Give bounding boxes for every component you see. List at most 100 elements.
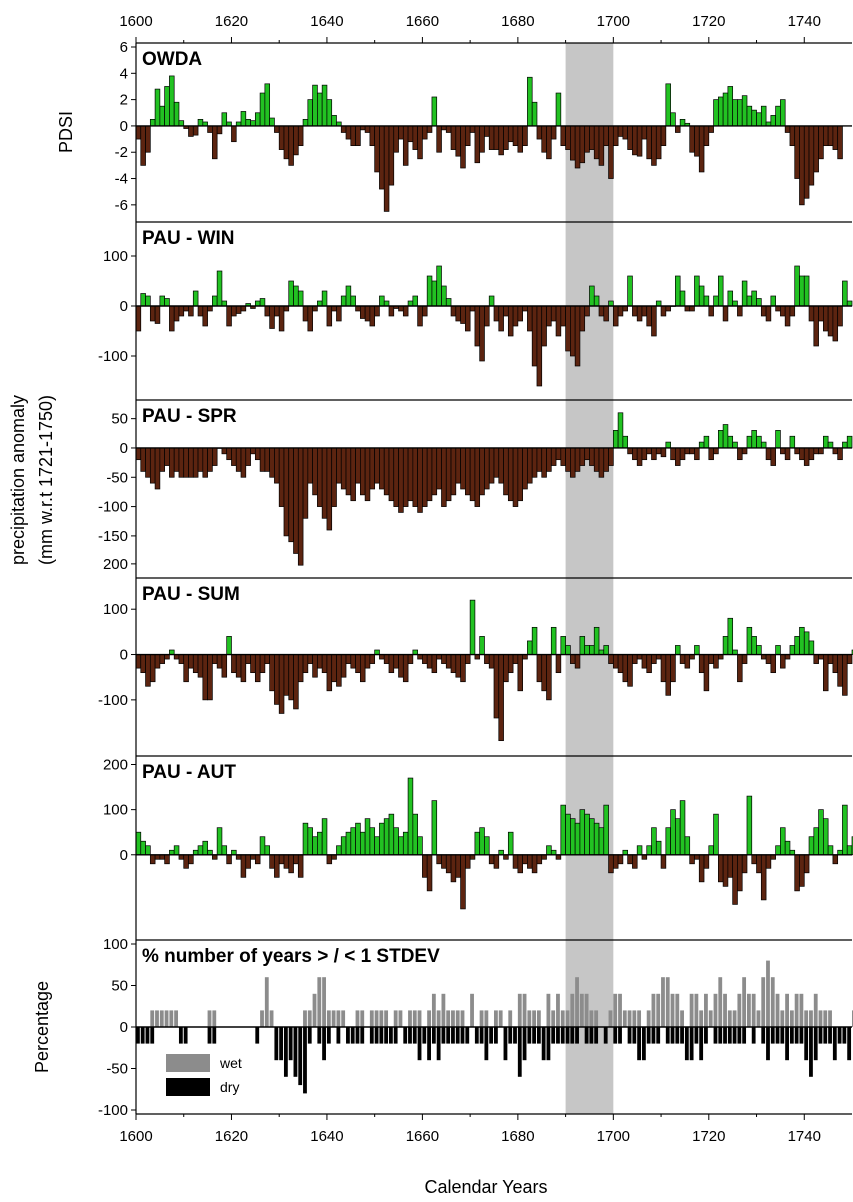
panel-spr-bar [689, 447, 695, 455]
panel-aut-bar [813, 827, 819, 856]
panel-spr-bar [460, 447, 466, 490]
panel-win-bar [317, 300, 323, 307]
panel-owda-bar [312, 84, 318, 127]
wet-bar [431, 993, 436, 1027]
panel-owda-bar [579, 125, 586, 164]
dry-bar [145, 1027, 150, 1044]
panel-aut-bar [808, 836, 815, 856]
panel-sum-bar [207, 654, 213, 701]
panel-aut-bar [765, 854, 772, 869]
dry-bar [832, 1027, 837, 1061]
dry-bar [618, 1027, 622, 1044]
panel-sum-bar [235, 654, 242, 678]
panel-sum-bar [527, 640, 533, 655]
panel-spr-bar [183, 447, 189, 478]
panel-win-bar [531, 305, 538, 367]
panel-owda-bar [646, 125, 652, 160]
panel-aut-bar [803, 854, 810, 874]
panel-spr-bar [837, 447, 843, 461]
x-tick-label-bottom: 1660 [406, 1128, 439, 1145]
panel-aut-bar [617, 854, 624, 865]
panel-sum-bar [274, 654, 280, 705]
panel-spr-bar [732, 441, 738, 449]
panel-win-bar [173, 305, 180, 322]
wet-bar [718, 977, 723, 1027]
panel-owda-bar [722, 92, 729, 127]
panel-spr-bar [589, 447, 595, 466]
panel-sum-ytick-label: 200 [103, 556, 128, 573]
panel-spr-bar [402, 447, 409, 507]
panel-win-bar [264, 305, 271, 317]
panel-owda-ytick-label: 6 [120, 39, 128, 56]
panel-aut-bar [340, 836, 347, 856]
wet-bar [584, 993, 589, 1027]
panel-aut-bar [455, 854, 461, 878]
panel-spr-bar [517, 447, 523, 502]
panel-spr-bar [760, 441, 767, 449]
dry-bar [412, 1027, 417, 1044]
panel-aut-bar [350, 827, 356, 856]
wet-bar [661, 977, 665, 1027]
wet-bar [689, 993, 694, 1027]
panel-owda-bar [598, 125, 605, 166]
panel-owda-bar [675, 125, 681, 133]
panel-owda-bar [145, 125, 151, 153]
panel-spr-bar [546, 447, 552, 472]
panel-aut-ytick-label: 100 [103, 802, 128, 819]
panel-spr-bar [264, 447, 271, 472]
panel-spr-bar [426, 447, 433, 502]
panel-owda-bar [188, 125, 194, 137]
panel-aut-bar [751, 854, 757, 865]
panel-win-bar [259, 298, 266, 307]
wet-bar [785, 993, 789, 1027]
panel-win-bar [636, 305, 643, 322]
panel-aut-ytick-label: 0 [120, 847, 128, 864]
panel-aut-bar [145, 845, 151, 856]
panel-spr-bar [665, 441, 671, 449]
wet-bar [336, 1010, 341, 1027]
panel-win-bar [512, 305, 519, 327]
panel-aut-bar [717, 854, 724, 883]
panel-aut-bar [636, 845, 643, 856]
panel-win-bar [441, 285, 447, 307]
wet-bar [570, 993, 575, 1027]
panel-spr-ytick-label: -50 [106, 469, 128, 486]
dry-bar [556, 1027, 560, 1044]
panel-owda-bar [474, 125, 481, 164]
panel-sum-bar [293, 654, 299, 710]
panel-spr-bar [780, 447, 786, 455]
panel-win-bar [655, 300, 662, 307]
panel-spr-bar [388, 447, 395, 502]
dry-bar [536, 1027, 541, 1044]
panel-win-bar [274, 305, 280, 317]
dry-bar [742, 1027, 747, 1044]
panel-sum-bar [159, 654, 165, 664]
dry-bar [317, 1027, 322, 1044]
panel-spr-bar [565, 447, 571, 472]
panel-win-bar [474, 305, 481, 347]
panel-win-bar [823, 305, 829, 332]
wet-bar [441, 993, 446, 1027]
panel-spr-bar [503, 447, 509, 496]
dry-bar [589, 1027, 594, 1044]
panel-win-bar [197, 305, 204, 317]
dry-bar [136, 1027, 140, 1044]
pdsi-axis-label: PDSI [56, 111, 76, 153]
panel-win-bar [135, 305, 142, 332]
panel-sum-bar [827, 654, 834, 664]
panel-win-bar [541, 305, 547, 347]
panel-spr-bar [379, 447, 385, 490]
panel-sum-bar [393, 654, 399, 669]
x-tick-label-top: 1720 [692, 13, 725, 30]
dry-bar [770, 1027, 775, 1044]
panel-owda-bar [398, 125, 404, 140]
panel-aut-bar [703, 854, 710, 869]
panel-win-bar [355, 305, 361, 312]
panel-win-bar [565, 305, 571, 352]
panel-sum-bar [765, 654, 772, 664]
panel-win-title: PAU - WIN [142, 228, 235, 249]
panel-owda-bar [259, 92, 266, 127]
wet-bar [746, 993, 751, 1027]
panel-sum-bar [245, 654, 251, 664]
panel-owda-bar [135, 125, 142, 140]
